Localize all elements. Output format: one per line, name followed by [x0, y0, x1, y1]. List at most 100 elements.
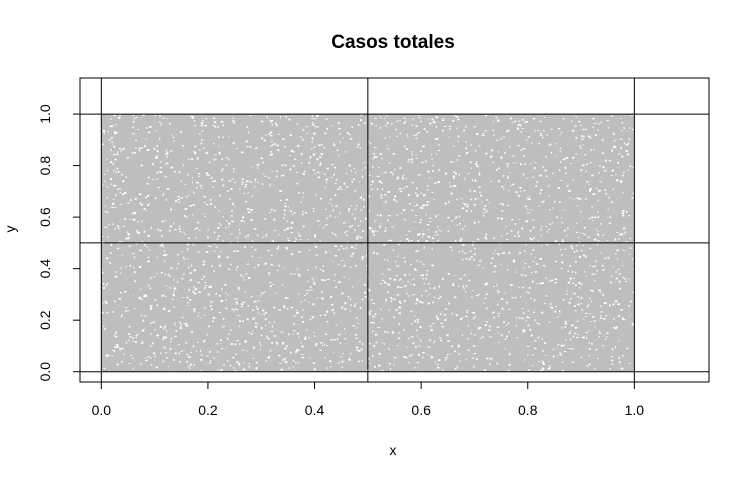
- point-gap: [606, 336, 608, 338]
- point-gap: [249, 115, 252, 117]
- point-gap: [355, 337, 358, 339]
- point-gap: [572, 198, 574, 200]
- point-gap: [434, 234, 436, 236]
- point-gap: [614, 239, 617, 241]
- point-gap: [121, 254, 123, 256]
- point-gap: [576, 336, 579, 339]
- point-gap: [181, 278, 184, 280]
- point-gap: [369, 184, 372, 186]
- point-gap: [324, 224, 328, 226]
- point-gap: [464, 291, 467, 293]
- point-gap: [602, 166, 605, 169]
- point-gap: [626, 210, 628, 213]
- point-gap: [601, 152, 604, 154]
- point-gap: [236, 266, 239, 268]
- point-gap: [169, 275, 171, 278]
- point-gap: [334, 245, 338, 247]
- point-gap: [493, 237, 495, 239]
- point-gap: [291, 253, 294, 256]
- point-gap: [148, 203, 150, 205]
- point-gap: [269, 211, 271, 213]
- point-gap: [448, 181, 450, 183]
- point-gap: [341, 292, 344, 295]
- point-gap: [425, 213, 427, 216]
- point-gap: [248, 365, 250, 368]
- point-gap: [396, 120, 398, 122]
- point-gap: [437, 150, 441, 151]
- point-gap: [121, 174, 124, 176]
- point-gap: [438, 169, 440, 171]
- point-gap: [484, 324, 487, 326]
- point-gap: [295, 238, 298, 240]
- point-gap: [457, 135, 460, 138]
- point-gap: [134, 341, 138, 343]
- point-gap: [232, 122, 236, 124]
- point-gap: [218, 294, 221, 297]
- point-gap: [599, 181, 602, 183]
- point-gap: [116, 153, 119, 156]
- point-gap: [136, 232, 140, 234]
- point-gap: [293, 330, 296, 332]
- point-gap: [427, 184, 429, 187]
- point-gap: [283, 307, 286, 309]
- point-gap: [385, 298, 387, 300]
- point-gap: [228, 268, 230, 270]
- point-gap: [314, 173, 317, 175]
- point-gap: [172, 293, 175, 296]
- point-gap: [191, 181, 193, 184]
- point-gap: [369, 143, 372, 144]
- point-gap: [363, 122, 366, 124]
- point-gap: [573, 292, 576, 295]
- point-gap: [376, 231, 379, 233]
- point-gap: [372, 315, 375, 318]
- point-gap: [356, 349, 359, 351]
- point-gap: [219, 194, 221, 197]
- point-gap: [503, 348, 506, 350]
- point-gap: [243, 279, 245, 281]
- point-gap: [284, 214, 286, 216]
- point-gap: [200, 139, 204, 141]
- point-gap: [392, 249, 394, 252]
- point-gap: [125, 341, 127, 344]
- point-gap: [600, 252, 602, 254]
- point-gap: [506, 165, 509, 168]
- point-gap: [562, 239, 564, 241]
- point-gap: [331, 176, 333, 178]
- point-gap: [270, 209, 273, 211]
- point-gap: [549, 365, 551, 367]
- point-gap: [184, 208, 188, 210]
- point-gap: [592, 193, 596, 196]
- point-gap: [236, 302, 238, 305]
- point-gap: [126, 157, 130, 159]
- point-gap: [612, 133, 615, 135]
- point-gap: [422, 233, 425, 236]
- point-gap: [255, 362, 258, 364]
- point-gap: [395, 200, 398, 203]
- point-gap: [568, 348, 571, 349]
- point-gap: [582, 318, 585, 320]
- point-gap: [420, 219, 423, 221]
- point-gap: [453, 275, 455, 277]
- point-gap: [174, 322, 177, 324]
- point-gap: [445, 359, 447, 361]
- point-gap: [422, 278, 424, 280]
- point-gap: [251, 255, 253, 258]
- point-gap: [265, 360, 268, 362]
- point-gap: [555, 143, 557, 145]
- point-gap: [279, 190, 282, 193]
- point-gap: [129, 336, 132, 338]
- point-gap: [489, 325, 491, 328]
- point-gap: [331, 125, 333, 127]
- point-gap: [241, 151, 244, 154]
- point-gap: [492, 120, 495, 122]
- point-gap: [437, 214, 440, 216]
- point-gap: [296, 349, 299, 352]
- point-gap: [315, 343, 318, 345]
- point-gap: [618, 234, 621, 236]
- point-gap: [229, 364, 232, 367]
- point-gap: [370, 299, 373, 301]
- point-gap: [457, 118, 460, 121]
- point-gap: [178, 225, 181, 227]
- point-gap: [423, 247, 425, 249]
- point-gap: [596, 187, 598, 189]
